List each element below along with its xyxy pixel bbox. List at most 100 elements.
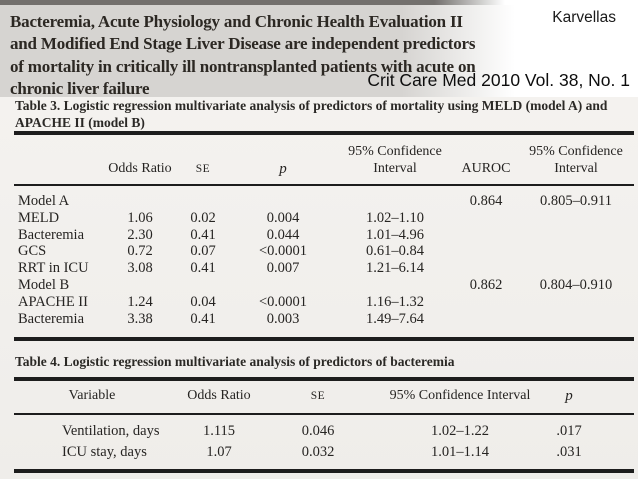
journal-citation: Crit Care Med 2010 Vol. 38, No. 1 [367,70,630,90]
slide-author-label: Karvellas [552,9,616,26]
table4-header-row: Variable Odds Ratio SE 95% Confidence In… [14,379,634,415]
table3-logistic-regression-mortality: Odds Ratio SE p 95% Confidence Interval … [14,131,634,342]
paper-title-line: and Modified End Stage Liver Disease are… [10,34,476,54]
table-row: GCS 0.72 0.07 <0.0001 0.61–0.84 [14,243,634,260]
p-cell [230,185,336,210]
odds-ratio-cell: 3.38 [127,310,153,327]
table-row: Model B 0.862 0.804–0.910 [14,277,634,294]
ci-cell: 1.16–1.32 [366,293,424,310]
se-cell [176,277,230,294]
table3-col-ci: 95% Confidence Interval [336,133,454,186]
odds-ratio-cell: 2.30 [127,226,153,243]
odds-ratio-cell [104,277,176,294]
table-row: APACHE II 1.24 0.04 <0.0001 1.16–1.32 [14,294,634,311]
se-cell: 0.41 [190,310,216,327]
table4-col-p: p [552,379,634,415]
table-row: RRT in ICU 3.08 0.41 0.007 1.21–6.14 [14,260,634,277]
odds-ratio-cell: 1.06 [127,209,153,226]
auroc-cell [454,227,518,244]
p-cell: 0.004 [266,209,300,226]
table4-col-ci: 95% Confidence Interval [368,379,552,415]
p-cell [230,277,336,294]
auroc-cell [454,260,518,277]
row-label: Bacteremia [18,310,85,327]
auroc-ci-cell [518,311,634,340]
odds-ratio-cell: 1.07 [206,444,232,460]
table-row: Bacteremia 2.30 0.41 0.044 1.01–4.96 [14,227,634,244]
p-cell: <0.0001 [258,293,308,310]
table4-col-variable: Variable [14,379,170,415]
ci-cell: 1.49–7.64 [366,310,424,327]
table3-caption-line: APACHE II (model B) [15,114,145,130]
auroc-cell: 0.864 [469,193,503,209]
table3-caption: Table 3. Logistic regression multivariat… [15,98,633,131]
row-label: Model A [18,193,70,209]
table3-col-se: SE [176,133,230,186]
paper-title-line: Bacteremia, Acute Physiology and Chronic… [10,12,463,31]
p-cell: 0.044 [266,226,300,243]
auroc-ci-cell [518,260,634,277]
row-label: GCS [18,243,47,260]
se-cell: 0.07 [190,243,216,260]
table3-col-odds-ratio: Odds Ratio [104,133,176,186]
ci-cell [336,277,454,294]
auroc-ci-cell: 0.804–0.910 [539,276,613,293]
odds-ratio-cell: 1.24 [127,293,153,310]
scan-top-edge-strip [0,0,505,5]
odds-ratio-cell: 3.08 [127,260,153,277]
p-cell: <0.0001 [258,243,308,260]
table3-col-auroc-ci: 95% Confidence Interval [518,133,634,186]
scanned-tables-region: Table 3. Logistic regression multivariat… [0,97,638,479]
se-cell: 0.04 [190,293,216,310]
paper-title-line: of mortality in critically ill nontransp… [10,56,476,76]
ci-cell: 1.21–6.14 [366,260,424,277]
auroc-ci-cell [518,227,634,244]
row-label: Bacteremia [18,226,85,243]
ci-cell: 1.02–1.10 [366,209,424,226]
ci-cell: 1.01–4.96 [366,226,424,243]
auroc-cell [454,243,518,260]
table3-col-auroc: AUROC [454,133,518,186]
table-row: Bacteremia 3.38 0.41 0.003 1.49–7.64 [14,311,634,340]
ci-cell: 1.02–1.22 [431,422,489,439]
auroc-ci-cell [518,243,634,260]
paper-title-block: Bacteremia, Acute Physiology and Chronic… [0,5,515,98]
auroc-cell: 0.862 [469,276,503,293]
table4-col-odds-ratio: Odds Ratio [170,379,268,415]
table4-logistic-regression-bacteremia: Variable Odds Ratio SE 95% Confidence In… [14,377,634,473]
auroc-cell [454,294,518,311]
p-cell: 0.003 [266,310,300,327]
odds-ratio-cell: 1.115 [202,422,236,439]
table-row: MELD 1.06 0.02 0.004 1.02–1.10 [14,210,634,227]
se-cell: 0.032 [301,444,335,460]
table3-caption-line: Table 3. Logistic regression multivariat… [15,98,608,113]
table-row: ICU stay, days 1.07 0.032 1.01–1.14 .031 [14,442,634,471]
table-row: Ventilation, days 1.115 0.046 1.02–1.22 … [14,414,634,443]
table3-col-blank [14,133,104,186]
table4-caption: Table 4. Logistic regression multivariat… [15,354,455,369]
row-label: MELD [18,209,60,226]
table-row: Model A 0.864 0.805–0.911 [14,185,634,210]
table3-col-p: p [230,133,336,186]
odds-ratio-cell [104,185,176,210]
variable-cell: ICU stay, days [62,444,147,460]
se-cell [176,185,230,210]
auroc-cell [454,311,518,340]
table3-header-row: Odds Ratio SE p 95% Confidence Interval … [14,133,634,186]
ci-cell: 1.01–1.14 [431,444,489,460]
table4-col-se: SE [268,379,368,415]
se-cell: 0.41 [190,260,216,277]
odds-ratio-cell: 0.72 [127,243,153,260]
row-label: Model B [18,276,70,293]
se-cell: 0.02 [190,209,216,226]
row-label: RRT in ICU [18,260,89,277]
auroc-ci-cell [518,210,634,227]
p-cell: .017 [556,422,582,439]
se-cell: 0.41 [190,226,216,243]
p-cell: .031 [556,444,582,460]
ci-cell [336,185,454,210]
auroc-cell [454,210,518,227]
auroc-ci-cell: 0.805–0.911 [540,193,612,209]
row-label: APACHE II [18,293,88,310]
